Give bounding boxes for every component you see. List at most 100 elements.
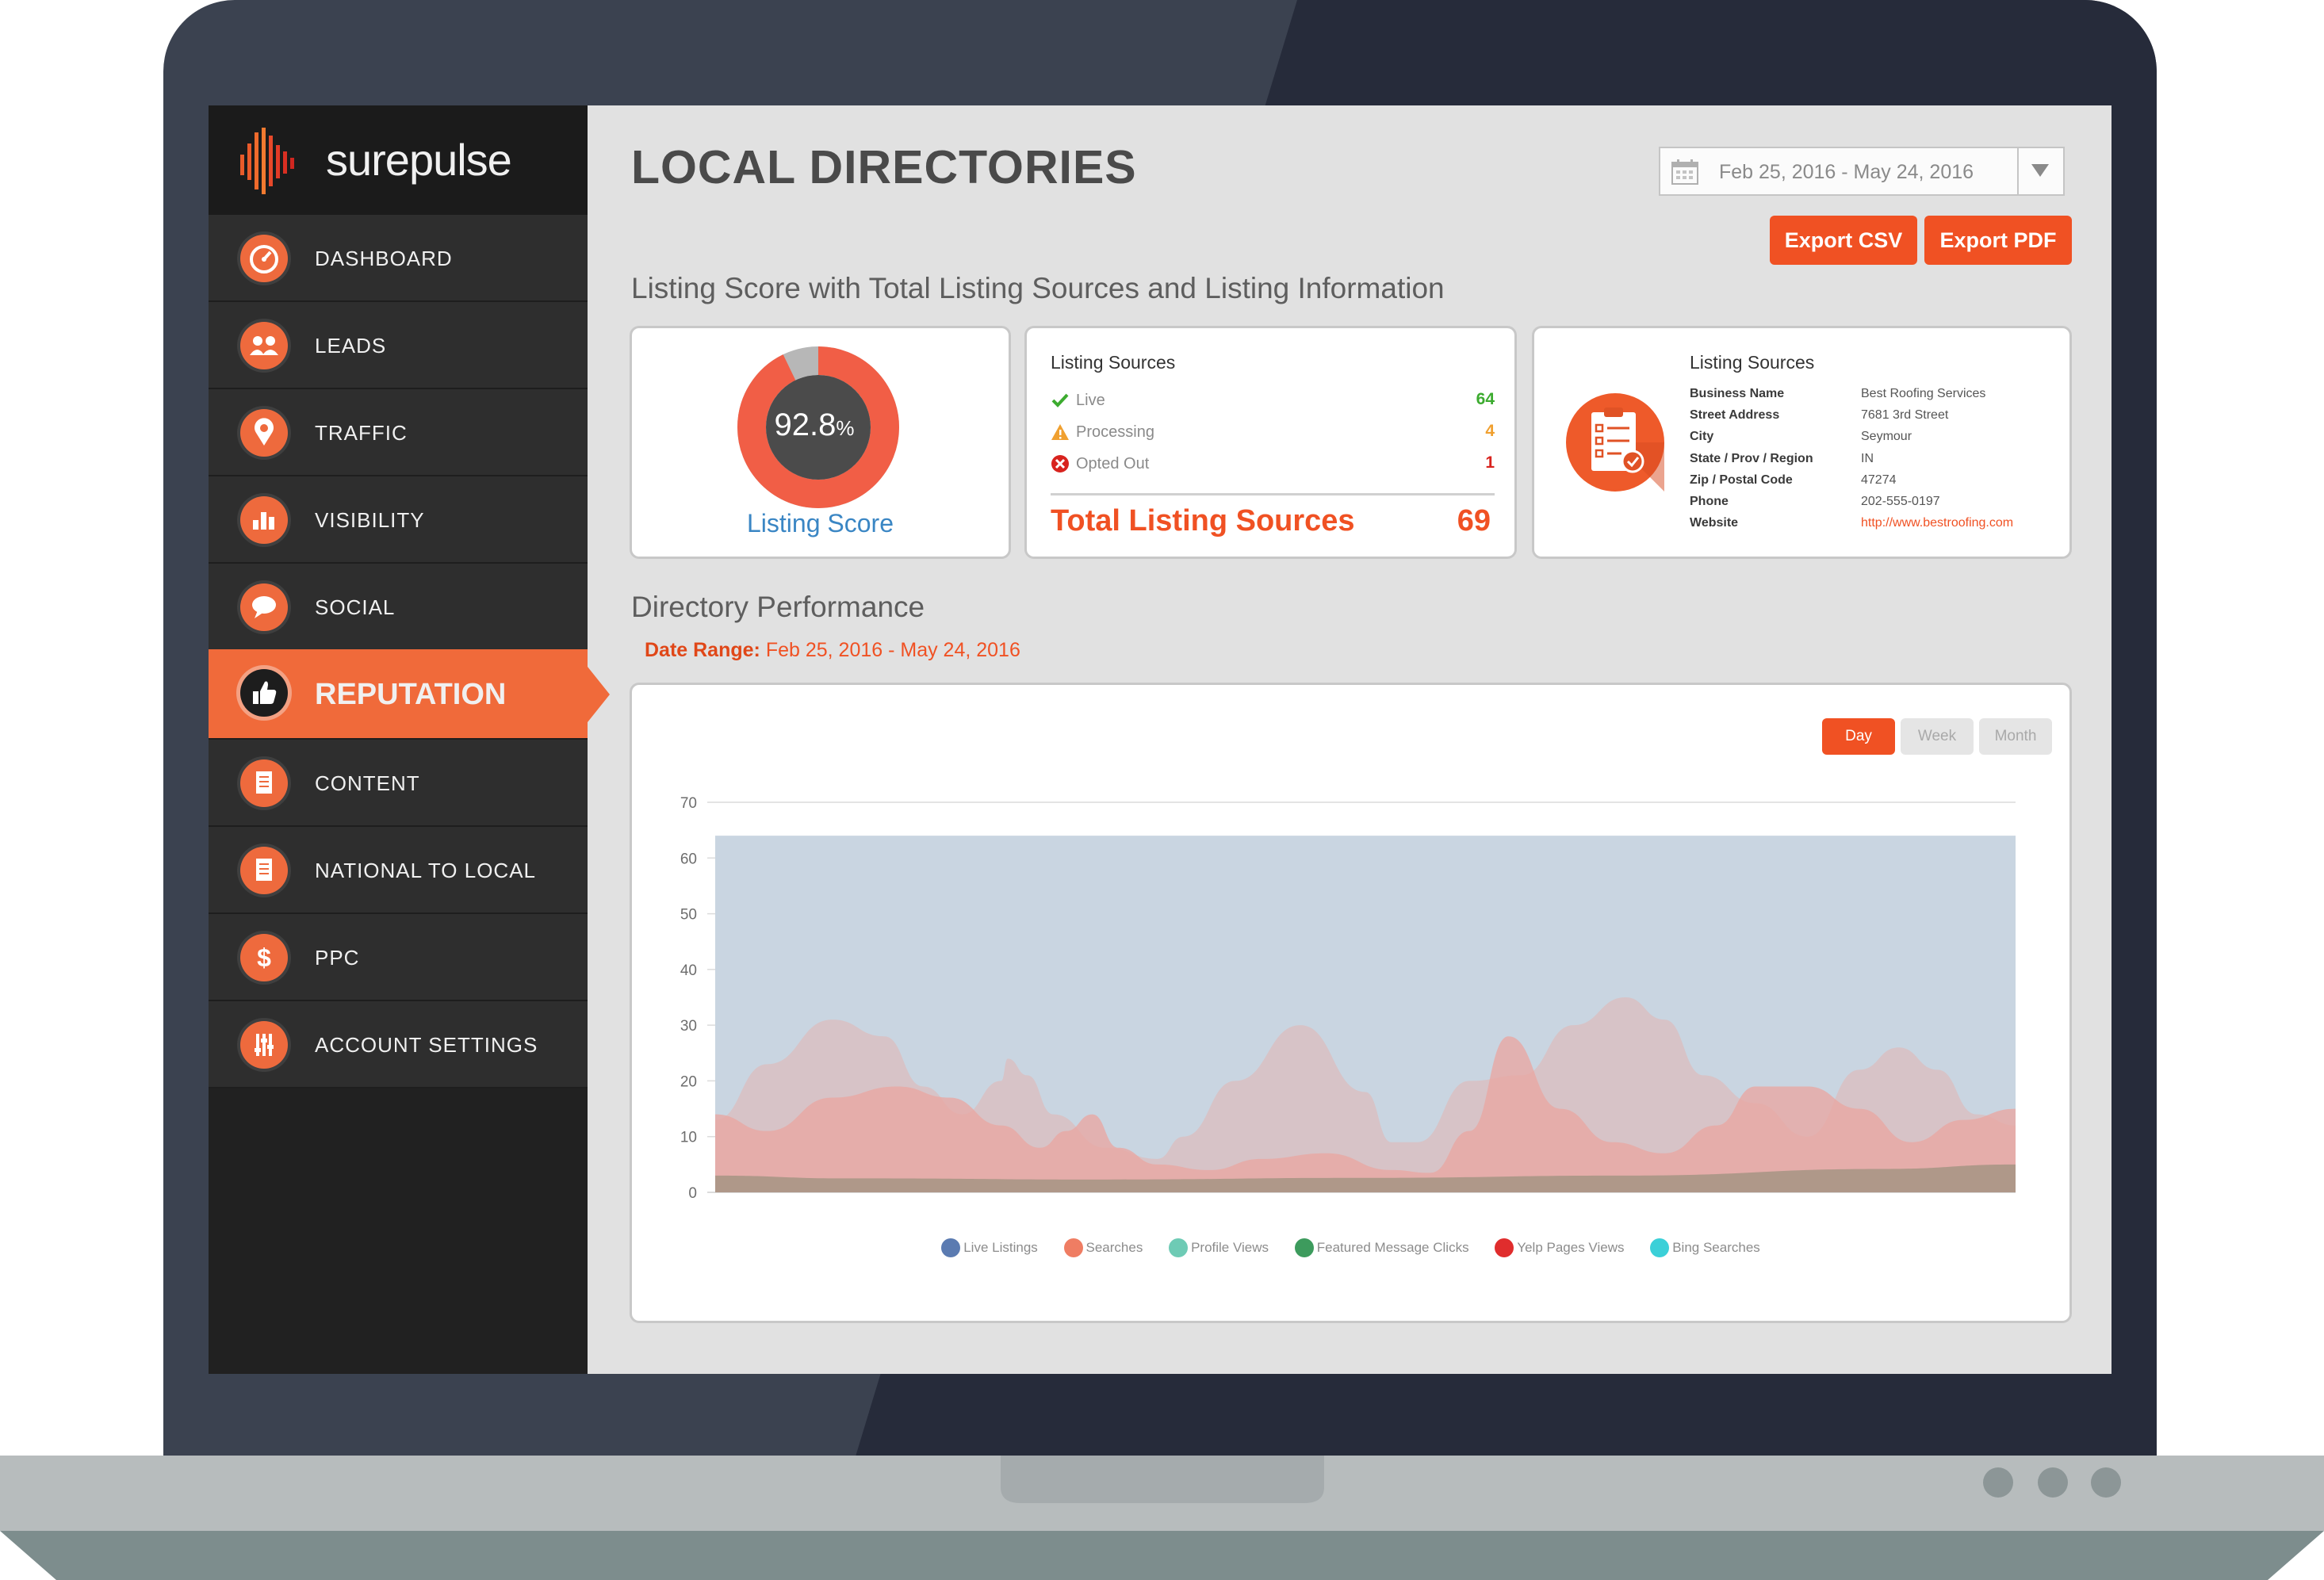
document-icon: [240, 759, 288, 807]
sidebar-item-label: VISIBILITY: [315, 508, 425, 532]
website-link[interactable]: http://www.bestroofing.com: [1861, 516, 2014, 530]
calendar-icon: [1671, 159, 1698, 185]
error-icon: [1051, 455, 1069, 472]
sidebar-item-social[interactable]: SOCIAL: [209, 564, 588, 651]
sidebar-item-traffic[interactable]: TRAFFIC: [209, 389, 588, 476]
sidebar-item-content[interactable]: CONTENT: [209, 740, 588, 827]
legend-dot: [1169, 1238, 1189, 1257]
legend-item-featured-message-clicks[interactable]: Featured Message Clicks: [1294, 1238, 1469, 1257]
app-screen: surepulse DASHBOARD LEADS TRAFFIC: [209, 105, 2112, 1374]
active-indicator-arrow: [588, 667, 610, 722]
check-icon: [1051, 393, 1069, 407]
sidebar-item-account-settings[interactable]: ACCOUNT SETTINGS: [209, 1001, 588, 1088]
directory-performance-title: Directory Performance: [631, 591, 925, 623]
info-value: IN: [1861, 451, 1874, 465]
total-listing-sources-label: Total Listing Sources: [1051, 504, 1355, 538]
total-listing-sources-value: 69: [1457, 504, 1491, 538]
donut-score-arc: [737, 346, 899, 508]
date-range-picker[interactable]: Feb 25, 2016 - May 24, 2016: [1659, 147, 2065, 196]
y-tick-label: 50: [680, 907, 697, 924]
sidebar-item-ppc[interactable]: $ PPC: [209, 914, 588, 1001]
svg-text:$: $: [257, 943, 271, 972]
chevron-down-icon[interactable]: [2017, 148, 2063, 194]
bar-chart-icon: [240, 496, 288, 544]
clipboard-checklist-icon: [1566, 393, 1664, 492]
donut-center: [766, 375, 871, 480]
sidebar-item-visibility[interactable]: VISIBILITY: [209, 476, 588, 564]
legend-label: Profile Views: [1191, 1240, 1269, 1255]
sidebar-item-label: LEADS: [315, 334, 387, 358]
sliders-icon: [240, 1021, 288, 1069]
sidebar-item-label: SOCIAL: [315, 595, 396, 619]
date-range-value: Feb 25, 2016 - May 24, 2016: [760, 639, 1020, 661]
listing-sources-card: Listing Sources Live 64 Processing 4 Opt…: [1024, 326, 1517, 559]
sidebar-item-label: REPUTATION: [315, 678, 507, 711]
sidebar-nav: DASHBOARD LEADS TRAFFIC VISIBILITY: [209, 215, 610, 1088]
brand-logo-text: surepulse: [326, 135, 512, 185]
speedometer-icon: [240, 235, 288, 282]
live-label: Live: [1076, 392, 1105, 409]
listing-score-value: 92.8%: [775, 407, 855, 442]
warning-icon: [1051, 424, 1069, 440]
month-toggle-button[interactable]: Month: [1979, 718, 2052, 755]
sidebar-item-label: CONTENT: [315, 771, 420, 795]
legend-dot: [941, 1238, 961, 1257]
y-tick-label: 30: [680, 1018, 697, 1035]
legend-dot: [1294, 1238, 1314, 1257]
thumbs-up-icon: [240, 669, 288, 717]
logo-bar: surepulse: [209, 105, 588, 215]
info-key: City: [1690, 430, 1714, 444]
export-csv-button[interactable]: Export CSV: [1770, 216, 1917, 265]
sidebar-item-label: NATIONAL TO LOCAL: [315, 859, 537, 882]
page-title: LOCAL DIRECTORIES: [631, 141, 1137, 193]
legend-item-yelp-pages-views[interactable]: Yelp Pages Views: [1495, 1238, 1624, 1257]
listing-score-card: 92.8% Listing Score: [630, 326, 1011, 559]
info-key: State / Prov / Region: [1690, 451, 1813, 465]
processing-label: Processing: [1076, 423, 1154, 441]
logo-pulse-icon: [240, 128, 294, 194]
info-key: Website: [1690, 516, 1739, 530]
sidebar-item-dashboard[interactable]: DASHBOARD: [209, 215, 588, 302]
legend-dot: [1063, 1238, 1083, 1257]
listing-sources-title: Listing Sources: [1051, 352, 1176, 373]
info-value: Seymour: [1861, 430, 1912, 444]
week-toggle-button[interactable]: Week: [1901, 718, 1974, 755]
users-icon: [240, 322, 288, 369]
sidebar-item-label: DASHBOARD: [315, 247, 453, 270]
area-searches: [715, 1036, 2016, 1192]
info-value: Best Roofing Services: [1861, 387, 1986, 400]
legend-label: Yelp Pages Views: [1517, 1240, 1625, 1255]
chart-legend: Live Listings Searches Profile Views Fea…: [632, 1238, 2069, 1267]
y-tick-label: 70: [680, 795, 697, 812]
sidebar-item-national-to-local[interactable]: NATIONAL TO LOCAL: [209, 827, 588, 914]
processing-value: 4: [1485, 422, 1495, 440]
info-value: 47274: [1861, 472, 1897, 487]
y-tick-label: 40: [680, 962, 697, 979]
performance-chart-card: Day Week Month 0 10 20 30 40 50 60 70 Live List…: [630, 683, 2072, 1323]
legend-dot: [1495, 1238, 1514, 1257]
legend-label: Featured Message Clicks: [1316, 1240, 1469, 1255]
divider: [1051, 493, 1495, 495]
listing-section-title: Listing Score with Total Listing Sources…: [631, 272, 1445, 304]
laptop-base: [0, 1456, 2324, 1580]
legend-label: Bing Searches: [1672, 1240, 1760, 1255]
legend-item-searches[interactable]: Searches: [1063, 1238, 1143, 1257]
y-tick-label: 20: [680, 1073, 697, 1090]
legend-item-bing-searches[interactable]: Bing Searches: [1650, 1238, 1760, 1257]
sidebar-item-label: TRAFFIC: [315, 421, 408, 445]
legend-item-live-listings[interactable]: Live Listings: [941, 1238, 1038, 1257]
y-tick-label: 60: [680, 851, 697, 867]
info-value: 202-555-0197: [1861, 494, 1940, 508]
sidebar-item-leads[interactable]: LEADS: [209, 302, 588, 389]
info-key: Business Name: [1690, 387, 1785, 400]
export-pdf-button[interactable]: Export PDF: [1924, 216, 2072, 265]
legend-item-profile-views[interactable]: Profile Views: [1169, 1238, 1269, 1257]
info-key: Phone: [1690, 494, 1729, 508]
opted-out-row: Opted Out 1: [1051, 453, 1495, 477]
area-featured-message-clicks: [715, 1164, 2016, 1192]
info-value: 7681 3rd Street: [1861, 408, 1949, 423]
sidebar-item-reputation[interactable]: REPUTATION: [209, 649, 610, 740]
listing-info-title: Listing Sources: [1690, 352, 1815, 373]
processing-row: Processing 4: [1051, 422, 1495, 446]
day-toggle-button[interactable]: Day: [1822, 718, 1895, 755]
